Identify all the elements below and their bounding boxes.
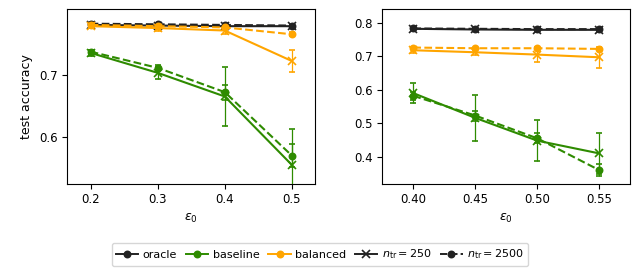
Legend: oracle, baseline, balanced, $n_{\mathrm{tr}} = 250$, $n_{\mathrm{tr}} = 2500$: oracle, baseline, balanced, $n_{\mathrm{…: [112, 243, 528, 266]
X-axis label: $\epsilon_0$: $\epsilon_0$: [184, 212, 198, 225]
X-axis label: $\epsilon_0$: $\epsilon_0$: [499, 212, 513, 225]
Y-axis label: test accuracy: test accuracy: [20, 54, 33, 139]
